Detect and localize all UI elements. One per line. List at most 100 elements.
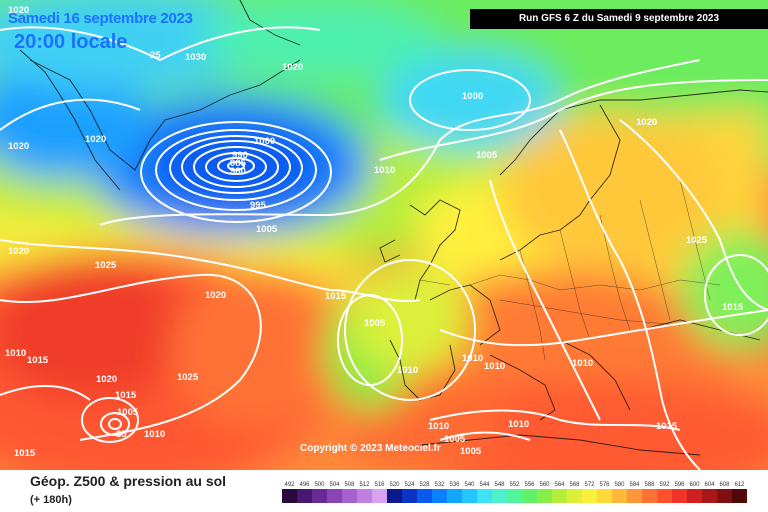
isobar-label-995: 995 [250,200,267,211]
scale-tick-520: 520 [389,482,400,488]
scale-swatch-496 [297,489,312,503]
isobar-label-1015-atlantic: 1015 [27,355,49,366]
scale-swatch-552 [507,489,522,503]
isobar-label-1005-north: 1005 [476,150,498,161]
scale-tick-608: 608 [719,482,730,488]
isobar-label-1005-iberia: 1005 [364,318,386,329]
scale-swatch-580 [612,489,627,503]
legend-title: Géop. Z500 & pression au sol [30,473,226,489]
isobar-label-1015-east: 1015 [722,302,744,313]
scale-tick-536: 536 [449,482,460,488]
scale-tick-564: 564 [554,482,565,488]
scale-tick-540: 540 [464,482,475,488]
scale-swatch-564 [552,489,567,503]
isobar-label-1010-med-east: 1010 [508,419,529,430]
scale-tick-496: 496 [299,482,310,488]
scale-swatch-568 [567,489,582,503]
scale-swatch-596 [672,489,687,503]
scale-swatch-508 [342,489,357,503]
scale-tick-568: 568 [569,482,580,488]
scale-tick-596: 596 [674,482,685,488]
isobar-label-1015-bottom: 1015 [14,448,36,459]
scale-swatch-612 [732,489,747,503]
scale-tick-612: 612 [734,482,745,488]
isobar-label-1025-russia: 1025 [686,235,708,246]
isobar-label-1005-low: 1005 [256,224,278,235]
isobar-label-1020-mid: 1020 [205,290,226,301]
scale-tick-556: 556 [524,482,535,488]
isobar-label-1030: 1030 [185,52,206,63]
scale-tick-560: 560 [539,482,550,488]
scale-swatch-528 [417,489,432,503]
scale-tick-572: 572 [584,482,595,488]
isobar-label-1015-balkans: 1015 [656,421,678,432]
isobar-label-1010-italy: 1010 [572,358,593,369]
isobar-label-1020-scandinavia: 1020 [636,117,657,128]
scale-tick-528: 528 [419,482,430,488]
scale-swatch-524 [402,489,417,503]
scale-swatch-492 [282,489,297,503]
isobar-label-25: 25 [150,50,161,61]
scale-swatch-536 [447,489,462,503]
isobar-label-1005-med: 1005 [444,434,466,445]
scale-swatch-584 [627,489,642,503]
forecast-time: 20:00 locale [14,31,127,54]
scale-swatch-504 [327,489,342,503]
isobar-label-1020-greenland-east: 1020 [282,62,303,73]
scale-tick-544: 544 [479,482,490,488]
scale-tick-492: 492 [284,482,295,488]
scale-tick-588: 588 [644,482,655,488]
isobar-label-85: 85 [116,429,127,440]
scale-swatch-608 [717,489,732,503]
isobar-label-1010-atlantic: 1010 [5,348,26,359]
scale-swatch-520 [387,489,402,503]
scale-swatch-600 [687,489,702,503]
isobar-label-1020-sw: 1020 [96,374,117,385]
scale-tick-580: 580 [614,482,625,488]
isobar-label-1020-west: 1020 [8,246,29,257]
scale-swatch-548 [492,489,507,503]
scale-tick-500: 500 [314,482,325,488]
copyright-notice: Copyright © 2023 Meteociel.fr [300,443,441,454]
scale-tick-532: 532 [434,482,445,488]
scale-swatch-544 [477,489,492,503]
forecast-date: Samedi 16 septembre 2023 [8,10,193,27]
scale-swatch-576 [597,489,612,503]
isobar-label-1020-left: 1020 [8,141,29,152]
scale-swatch-512 [357,489,372,503]
isobar-label-1015-mid: 1015 [325,291,347,302]
scale-tick-508: 508 [344,482,355,488]
isobar-label-1000-north: 1000 [462,91,483,102]
scale-tick-552: 552 [509,482,520,488]
scale-swatch-588 [642,489,657,503]
scale-tick-604: 604 [704,482,715,488]
scale-tick-512: 512 [359,482,370,488]
scale-swatch-560 [537,489,552,503]
isobar-label-1010-hurricane: 1010 [144,429,165,440]
scale-tick-524: 524 [404,482,415,488]
isobar-label-1010-north: 1010 [374,165,395,176]
scale-tick-516: 516 [374,482,385,488]
scale-swatch-556 [522,489,537,503]
isobar-label-980: 980 [230,166,246,177]
color-scale: 492 496 500 504 508 512 516 520 524 528 532 536 540 5… [282,478,752,506]
scale-tick-592: 592 [659,482,670,488]
run-info-banner: Run GFS 6 Z du Samedi 9 septembre 2023 [470,9,768,29]
isobar-label-1010-portugal: 1010 [397,365,418,376]
scale-swatch-500 [312,489,327,503]
scale-swatch-540 [462,489,477,503]
scale-swatch-516 [372,489,387,503]
legend-subtitle: (+ 180h) [30,494,72,506]
scale-tick-504: 504 [329,482,340,488]
isobar-label-1010-france: 1010 [462,353,483,364]
isobar-label-1005-med-south: 1005 [460,446,482,457]
isobar-label-1020-greenland: 1020 [85,134,106,145]
scale-tick-576: 576 [599,482,610,488]
scale-swatch-572 [582,489,597,503]
isobar-label-1025-azores: 1025 [177,372,199,383]
scale-swatch-592 [657,489,672,503]
scale-swatch-604 [702,489,717,503]
scale-tick-600: 600 [689,482,700,488]
